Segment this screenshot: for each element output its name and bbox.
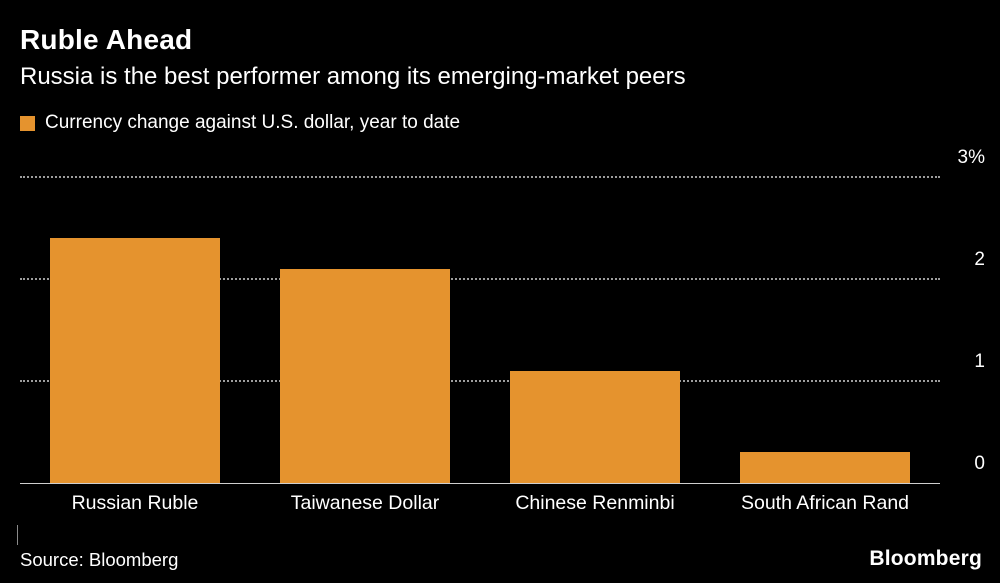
plot-area: 3% 2 1 0 xyxy=(20,147,985,484)
chart-title: Ruble Ahead xyxy=(20,24,193,55)
legend-swatch-icon xyxy=(20,115,35,131)
x-axis-category-label: Taiwanese Dollar xyxy=(290,492,440,514)
gridline xyxy=(20,176,940,178)
footer: Source: Bloomberg Bloomberg xyxy=(0,525,1000,583)
bar-south-african-rand xyxy=(739,452,911,483)
bar-slot xyxy=(250,177,480,483)
bar-russian-ruble xyxy=(49,238,221,483)
legend: Currency change against U.S. dollar, yea… xyxy=(20,111,980,135)
x-axis-category-label: South African Rand xyxy=(740,492,910,514)
bars xyxy=(20,177,940,483)
bar-slot xyxy=(20,177,250,483)
y-axis-tick-label: 1 xyxy=(974,351,985,373)
y-axis-tick-label: 2 xyxy=(974,249,985,271)
x-axis-category-label: Russian Ruble xyxy=(71,492,199,514)
y-axis-tick-label: 0 xyxy=(974,453,985,474)
gridline xyxy=(20,278,940,280)
bar-chinese-renminbi xyxy=(509,370,681,483)
bar-slot xyxy=(480,177,710,483)
bar-taiwanese-dollar xyxy=(279,268,451,483)
x-axis-category-label: Chinese Renminbi xyxy=(515,492,675,514)
category-labels: Russian Ruble Taiwanese Dollar Chinese Ren… xyxy=(20,492,940,515)
legend-label: Currency change against U.S. dollar, yea… xyxy=(45,112,461,133)
gridline xyxy=(20,380,940,382)
chart-header: Ruble Ahead Russia is the best performer… xyxy=(0,0,1000,91)
bar-slot xyxy=(710,177,940,483)
zero-baseline xyxy=(20,483,940,484)
axis-tick xyxy=(17,525,18,545)
source-text: Source: Bloomberg xyxy=(20,549,179,570)
chart-subtitle: Russia is the best performer among its e… xyxy=(20,63,686,90)
y-axis-tick-label: 3% xyxy=(957,147,985,168)
bloomberg-logo: Bloomberg xyxy=(869,547,982,570)
footer-source-area: Source: Bloomberg xyxy=(17,525,179,571)
